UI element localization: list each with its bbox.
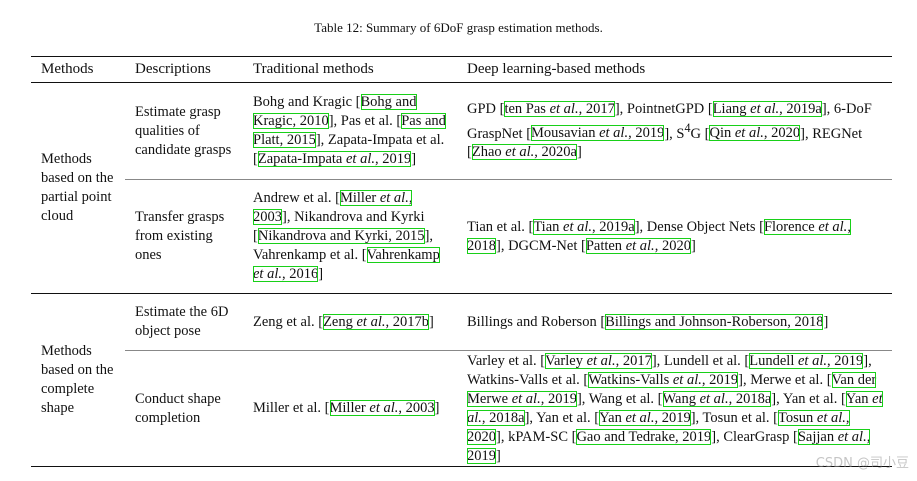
group-complete-shape: Methods based on the complete shape <box>41 343 114 416</box>
citation-link[interactable]: Mousavian et al., 2019 <box>531 125 665 142</box>
citation-link[interactable]: Nikandrova and Kyrki, 2015 <box>257 228 425 244</box>
row-description: Conduct shape completion <box>135 390 221 426</box>
deep-learning-methods-cell: GPD [ten Pas et al., 2017], PointnetGPD … <box>457 82 892 180</box>
header-row: Methods Descriptions Traditional methods… <box>31 56 892 83</box>
citation-link[interactable]: Yan et al., 2018a <box>467 390 883 426</box>
citation-link[interactable]: ten Pas et al., 2017 <box>504 100 615 117</box>
group-partial-point-cloud: Methods based on the partial point cloud <box>41 151 114 224</box>
traditional-methods-cell: Zeng et al. [Zeng et al., 2017b] <box>243 293 457 351</box>
table-row: Transfer grasps from existing ones Andre… <box>31 180 892 294</box>
citation-link[interactable]: Qin et al., 2020 <box>709 125 801 142</box>
traditional-methods-cell: Miller et al. [Miller et al., 2003] <box>253 400 440 416</box>
citation-link[interactable]: Lundell et al., 2019 <box>749 352 864 369</box>
citation-link[interactable]: Miller et al., 2003 <box>329 400 435 416</box>
citation-link[interactable]: Pas and Platt, 2015 <box>253 113 446 148</box>
header-methods: Methods <box>41 61 94 77</box>
citation-link[interactable]: Van der Merwe et al., 2019 <box>467 371 877 407</box>
citation-link[interactable]: Wang et al., 2018a <box>662 390 772 407</box>
citation-link[interactable]: Bohg and Kragic, 2010 <box>253 94 417 129</box>
citation-link[interactable]: Zapata-Impata et al., 2019 <box>257 151 412 167</box>
row-description: Estimate grasp qualities of candidate gr… <box>125 82 243 180</box>
citation-link[interactable]: Patten et al., 2020 <box>585 237 691 254</box>
traditional-methods-cell: Andrew et al. [Miller et al., 2003], Nik… <box>253 190 440 282</box>
citation-link[interactable]: Florence et al., 2018 <box>467 218 851 254</box>
table-row: Methods based on the partial point cloud… <box>31 82 892 224</box>
citation-link[interactable]: Zeng et al., 2017b <box>323 313 429 330</box>
watermark: CSDN @司小豆 <box>815 456 909 471</box>
citation-link[interactable]: Sajjan et al., 2019 <box>467 428 871 464</box>
citation-link[interactable]: Zhao et al., 2020a <box>471 144 577 161</box>
citation-link[interactable]: Miller et al., 2003 <box>253 190 413 225</box>
citation-link[interactable]: Watkins-Valls et al., 2019 <box>588 371 739 388</box>
header-descriptions: Descriptions <box>135 61 211 77</box>
traditional-methods-cell: Bohg and Kragic [Bohg and Kragic, 2010],… <box>243 82 457 180</box>
citation-link[interactable]: Gao and Tedrake, 2019 <box>576 428 712 445</box>
header-traditional: Traditional methods <box>253 61 374 77</box>
citation-link[interactable]: Billings and Johnson-Roberson, 2018 <box>605 313 824 330</box>
deep-learning-methods-cell: Varley et al. [Varley et al., 2017], Lun… <box>467 352 883 464</box>
deep-learning-methods-cell: Billings and Roberson [Billings and John… <box>457 293 892 351</box>
table-row: Methods based on the complete shape Esti… <box>31 293 892 416</box>
citation-link[interactable]: Liang et al., 2019a <box>712 100 822 117</box>
header-deep-learning: Deep learning-based methods <box>467 61 646 77</box>
table-caption: Table 12: Summary of 6DoF grasp estimati… <box>314 20 603 35</box>
citation-link[interactable]: Tosun et al., 2020 <box>467 409 850 445</box>
deep-learning-methods-cell: Tian et al. [Tian et al., 2019a], Dense … <box>467 218 851 254</box>
citation-link[interactable]: Yan et al., 2019 <box>599 409 691 426</box>
row-description: Estimate the 6D object pose <box>125 293 243 351</box>
citation-link[interactable]: Vahrenkamp et al., 2016 <box>253 247 440 282</box>
citation-link[interactable]: Varley et al., 2017 <box>545 352 652 369</box>
table-row: Conduct shape completion Miller et al. [… <box>31 351 892 467</box>
row-description: Transfer grasps from existing ones <box>135 209 225 263</box>
summary-table: Methods Descriptions Traditional methods… <box>31 56 892 467</box>
citation-link[interactable]: Tian et al., 2019a <box>533 218 635 235</box>
